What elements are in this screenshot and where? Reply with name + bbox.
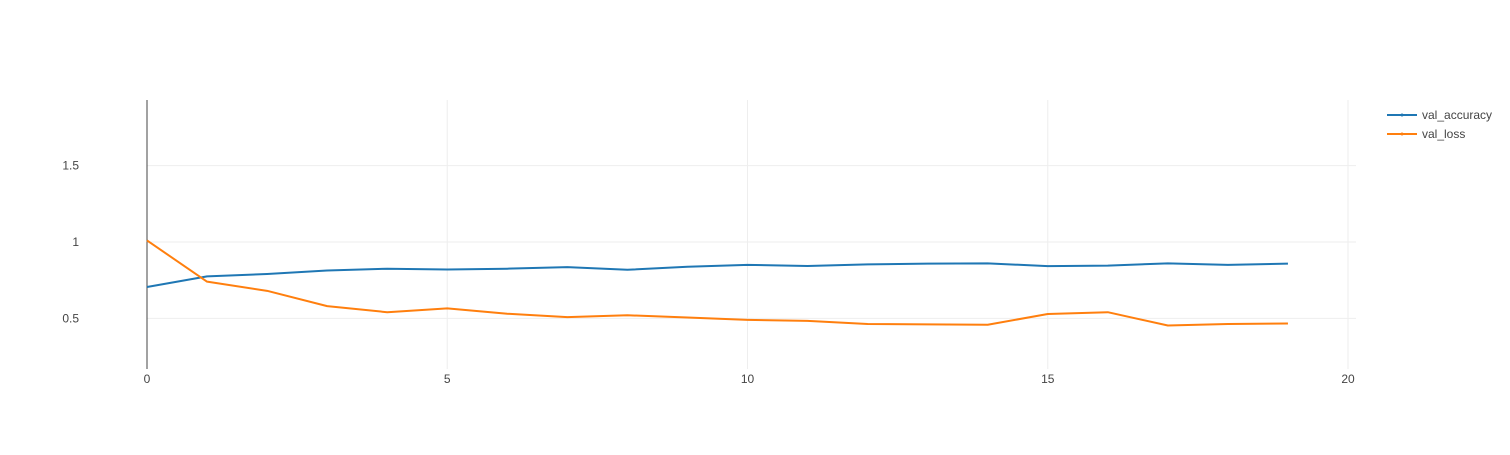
series-line-val-accuracy[interactable] xyxy=(146,262,1288,289)
x-tick-label: 5 xyxy=(444,372,451,386)
series-lines xyxy=(146,239,1288,327)
x-tick-label: 15 xyxy=(1041,372,1055,386)
legend-label: val_loss xyxy=(1422,127,1465,141)
x-tick-label: 10 xyxy=(741,372,755,386)
legend-marker xyxy=(1400,132,1404,136)
legend-marker xyxy=(1400,113,1404,117)
x-tick-label: 20 xyxy=(1341,372,1355,386)
legend-label: val_accuracy xyxy=(1422,108,1492,122)
legend[interactable]: val_accuracy val_loss xyxy=(1387,108,1492,141)
y-tick-label: 1 xyxy=(72,235,79,249)
legend-item-val-accuracy[interactable]: val_accuracy xyxy=(1387,108,1492,122)
series-line-val-loss[interactable] xyxy=(146,239,1288,327)
grid-lines xyxy=(147,100,1356,369)
y-tick-label: 1.5 xyxy=(62,159,79,173)
x-tick-label: 0 xyxy=(144,372,151,386)
tick-labels: 0 5 10 15 20 0.5 1 1.5 xyxy=(62,159,1355,386)
y-tick-label: 0.5 xyxy=(62,311,79,325)
legend-item-val-loss[interactable]: val_loss xyxy=(1387,127,1465,141)
